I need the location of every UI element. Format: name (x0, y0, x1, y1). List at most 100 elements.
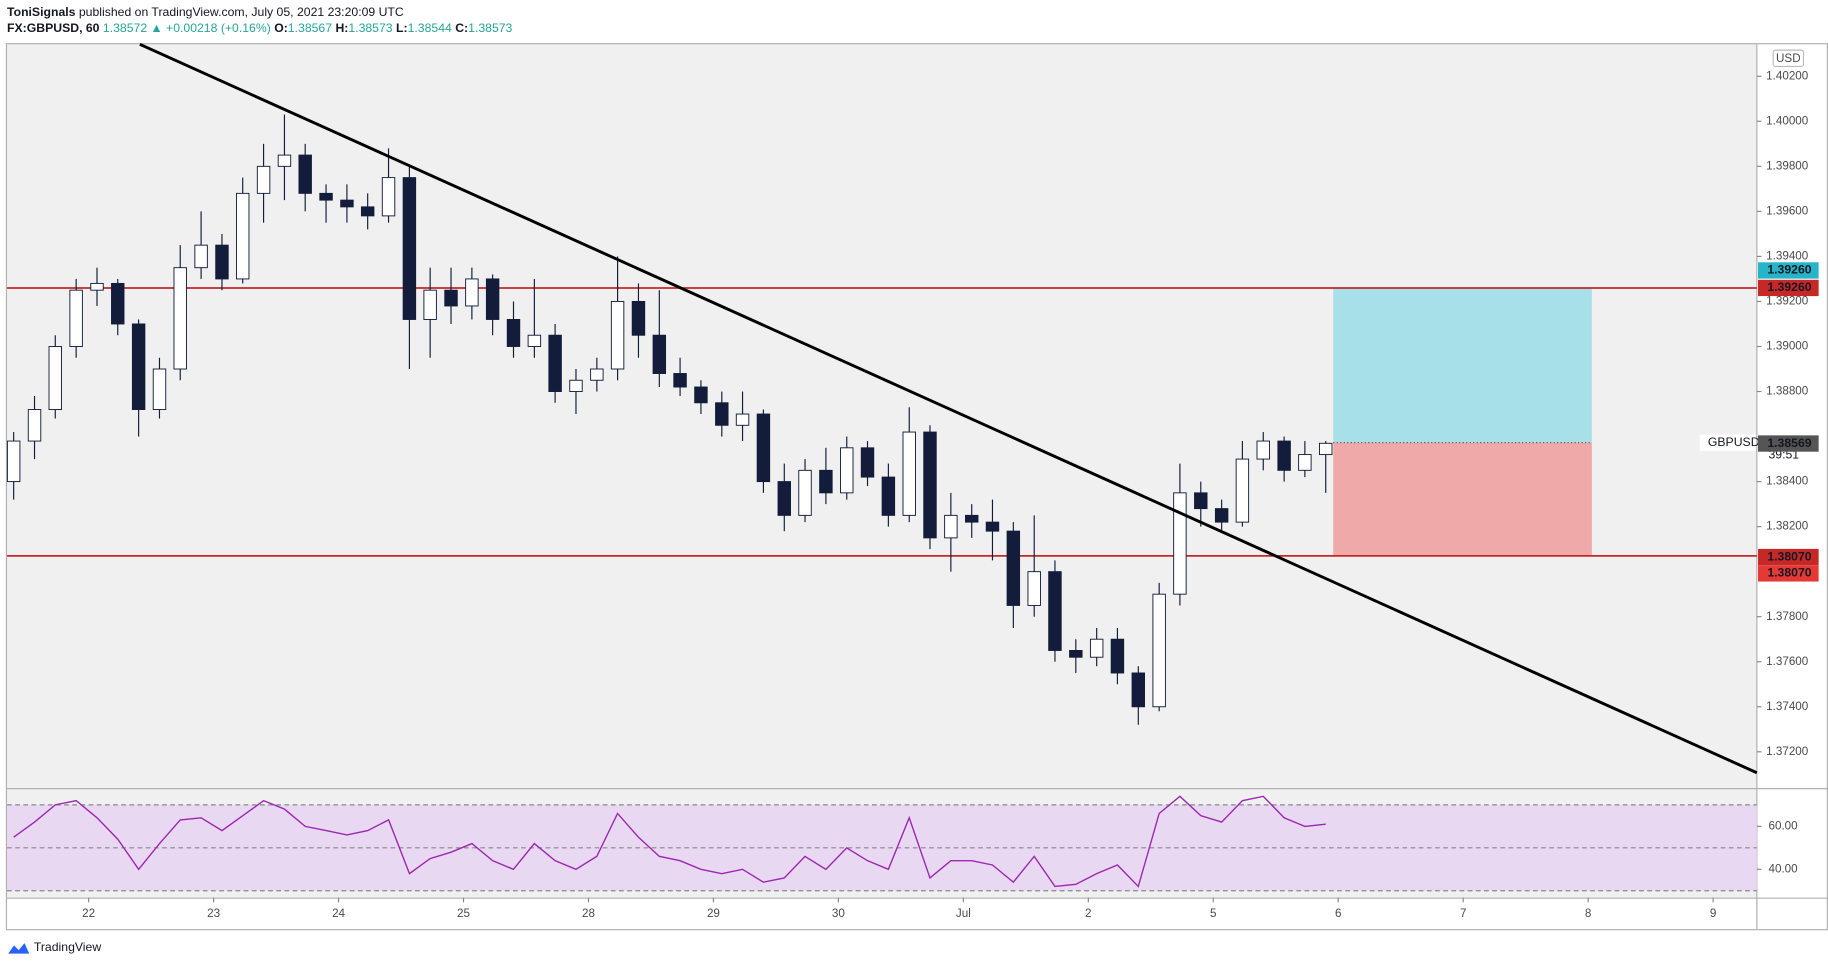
level-label-bg (1758, 548, 1819, 566)
ohlc-key: C: (455, 21, 468, 35)
footer-logo[interactable]: TradingView (8, 940, 101, 954)
candle-body (277, 154, 292, 167)
ohlc-value: 1.38544 (408, 21, 452, 35)
ohlc-key: H: (335, 21, 348, 35)
frame (5, 43, 1828, 931)
ohlc-value: 1.38573 (468, 21, 512, 35)
y-tick-label: 1.40200 (1766, 69, 1809, 82)
candle-body (819, 469, 833, 494)
level-label-bg (1758, 279, 1819, 297)
candle-body (215, 244, 229, 280)
x-tick-label: 9 (1710, 907, 1716, 920)
bid-label-bg (1758, 435, 1819, 452)
candle-body (6, 440, 21, 483)
candle-body (881, 476, 896, 516)
candle-body (1235, 458, 1250, 523)
rsi-tick-label: 60.00 (1769, 819, 1799, 832)
candle-body (1214, 508, 1229, 523)
x-tick-label: 29 (707, 907, 720, 920)
x-tick-label: 8 (1585, 907, 1591, 920)
x-tick-label: 5 (1210, 907, 1216, 920)
currency: USD (1776, 52, 1801, 65)
stop-label-bg (1758, 565, 1819, 582)
candle-body (756, 413, 771, 483)
candle-body (735, 413, 750, 426)
candle-body (235, 192, 250, 280)
candle-body (1256, 440, 1270, 460)
candle-body (798, 469, 812, 516)
candle-body (1298, 454, 1312, 471)
stop-label: 1.38070 (1767, 566, 1811, 580)
candle-body (590, 368, 604, 381)
candle-body (1027, 571, 1041, 606)
candle-body (152, 368, 167, 411)
price: 1.38572 (103, 21, 147, 35)
y-tick-label: 1.39200 (1766, 295, 1809, 308)
candle-body (340, 199, 354, 208)
candle-body (610, 300, 625, 370)
candle-body (652, 334, 667, 374)
candle-body (715, 402, 729, 426)
candle-body (485, 278, 500, 320)
candle-body (860, 447, 875, 478)
candle-body (840, 447, 854, 494)
bid-label: 1.38569 (1767, 436, 1811, 450)
y-tick-label: 1.37400 (1766, 700, 1809, 713)
symbol-tag: GBPUSD (1708, 435, 1760, 449)
candle-body (465, 278, 479, 307)
currency-box (1772, 49, 1805, 68)
x-tick-label: 25 (457, 907, 470, 920)
x-tick-label: 30 (832, 907, 845, 920)
rsi-line (13, 795, 1326, 888)
candle-body (506, 318, 521, 347)
candle-body (777, 481, 791, 516)
ohlc-value: 1.38573 (348, 21, 392, 35)
candle-body (902, 431, 916, 516)
y-tick-label: 1.37600 (1766, 655, 1809, 668)
symbol-tag-bg (1699, 434, 1756, 451)
candle-body (111, 282, 125, 325)
y-tick-label: 1.38800 (1766, 385, 1809, 398)
candle-body (1131, 672, 1146, 708)
ohlc-key: O: (274, 21, 288, 35)
loss-zone (1333, 442, 1592, 556)
symbol: FX:GBPUSD, 60 (7, 21, 100, 35)
y-tick-label: 1.37200 (1766, 745, 1809, 758)
logo-icon (8, 943, 30, 954)
candle-body (1319, 442, 1333, 456)
candle-body (694, 386, 708, 404)
x-tick-label: 2 (1085, 907, 1091, 920)
candle-body (194, 244, 208, 269)
y-tick-label: 1.38200 (1766, 520, 1809, 533)
candle-body (965, 514, 979, 523)
ohlc-value: 1.38567 (288, 21, 332, 35)
trendline (139, 42, 1758, 775)
header-line-1: ToniSignals published on TradingView.com… (7, 5, 404, 19)
candle-body (423, 289, 437, 320)
candle-body (298, 154, 312, 194)
candle-body (1194, 492, 1208, 510)
candle-body (381, 177, 396, 217)
x-tick-label: 28 (582, 907, 595, 920)
y-tick-label: 1.39800 (1766, 159, 1809, 172)
candle-body (48, 346, 62, 411)
candle-body (1089, 638, 1104, 658)
x-tick-label: 24 (332, 907, 345, 920)
y-tick-label: 1.40000 (1766, 114, 1809, 127)
author[interactable]: ToniSignals (7, 5, 76, 19)
rsi-tick-label: 40.00 (1769, 862, 1799, 875)
candle-body (256, 165, 271, 194)
candle-body (360, 206, 375, 217)
profit-zone (1333, 287, 1592, 443)
candle-body (131, 323, 146, 411)
candle-body (527, 334, 542, 347)
y-tick-label: 1.39000 (1766, 340, 1809, 353)
y-tick-label: 1.37800 (1766, 610, 1809, 623)
candle-body (1110, 638, 1125, 674)
candle-body (1152, 593, 1166, 708)
level-label: 1.38070 (1767, 549, 1811, 563)
candle-body (548, 334, 562, 392)
x-tick-label: 7 (1460, 907, 1466, 920)
